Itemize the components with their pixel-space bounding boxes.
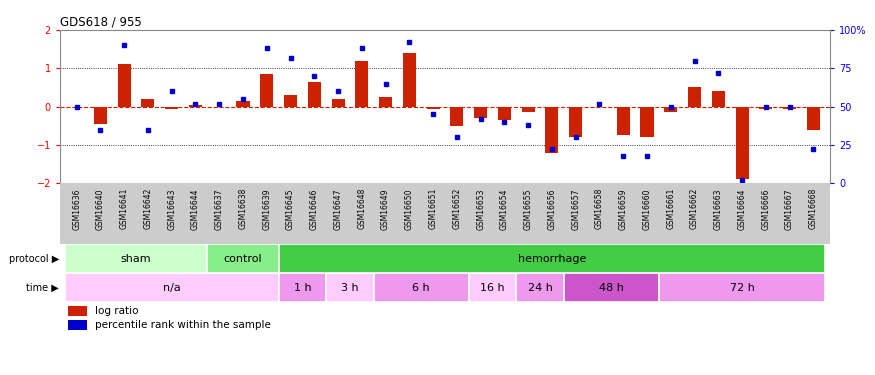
Text: GSM16661: GSM16661 xyxy=(666,188,676,230)
Bar xyxy=(308,82,321,106)
Text: 1 h: 1 h xyxy=(294,283,311,293)
Bar xyxy=(207,244,278,273)
Bar xyxy=(332,99,345,106)
Bar xyxy=(355,61,368,106)
Text: GSM16666: GSM16666 xyxy=(761,188,770,230)
Bar xyxy=(564,273,659,302)
Bar xyxy=(474,106,487,118)
Text: GSM16651: GSM16651 xyxy=(429,188,438,230)
Bar xyxy=(67,320,87,330)
Bar xyxy=(688,87,701,106)
Bar xyxy=(427,106,439,108)
Bar xyxy=(374,273,469,302)
Bar xyxy=(617,106,630,135)
Bar xyxy=(284,95,297,106)
Text: log ratio: log ratio xyxy=(94,306,138,316)
Bar xyxy=(326,273,374,302)
Text: GSM16649: GSM16649 xyxy=(382,188,390,230)
Text: GSM16667: GSM16667 xyxy=(785,188,794,230)
Text: GSM16642: GSM16642 xyxy=(144,188,152,230)
Bar xyxy=(236,101,249,106)
Text: GSM16643: GSM16643 xyxy=(167,188,176,230)
Bar xyxy=(451,106,464,126)
Bar xyxy=(469,273,516,302)
Bar xyxy=(94,106,107,124)
Bar xyxy=(117,64,130,106)
Bar xyxy=(65,273,278,302)
Text: GSM16655: GSM16655 xyxy=(523,188,533,230)
Text: 48 h: 48 h xyxy=(598,283,624,293)
Text: GSM16637: GSM16637 xyxy=(214,188,224,230)
Text: GSM16641: GSM16641 xyxy=(120,188,129,230)
Bar xyxy=(569,106,582,137)
Bar xyxy=(65,244,207,273)
Text: 6 h: 6 h xyxy=(412,283,430,293)
Bar xyxy=(402,53,416,106)
Text: GSM16663: GSM16663 xyxy=(714,188,723,230)
Text: GSM16653: GSM16653 xyxy=(476,188,485,230)
Text: GSM16648: GSM16648 xyxy=(357,188,367,230)
Text: time ▶: time ▶ xyxy=(26,283,59,293)
Text: GDS618 / 955: GDS618 / 955 xyxy=(60,16,142,29)
Text: sham: sham xyxy=(121,254,151,264)
Text: control: control xyxy=(224,254,262,264)
Bar xyxy=(516,273,564,302)
Bar xyxy=(189,105,202,106)
Bar xyxy=(522,106,535,112)
Bar xyxy=(640,106,654,137)
Text: percentile rank within the sample: percentile rank within the sample xyxy=(94,320,270,330)
Bar xyxy=(67,306,87,316)
Text: 16 h: 16 h xyxy=(480,283,505,293)
Text: 3 h: 3 h xyxy=(341,283,359,293)
Bar xyxy=(278,273,326,302)
Text: n/a: n/a xyxy=(163,283,180,293)
Text: GSM16652: GSM16652 xyxy=(452,188,461,230)
Text: GSM16656: GSM16656 xyxy=(548,188,556,230)
Text: GSM16657: GSM16657 xyxy=(571,188,580,230)
Bar xyxy=(711,91,724,106)
Text: GSM16645: GSM16645 xyxy=(286,188,295,230)
Bar xyxy=(379,97,392,106)
Text: 72 h: 72 h xyxy=(730,283,754,293)
Text: GSM16638: GSM16638 xyxy=(239,188,248,230)
Bar xyxy=(807,106,820,130)
Text: GSM16646: GSM16646 xyxy=(310,188,318,230)
Bar xyxy=(783,106,796,108)
Text: GSM16654: GSM16654 xyxy=(500,188,509,230)
Bar xyxy=(736,106,749,179)
Bar xyxy=(142,99,155,106)
Bar xyxy=(664,106,677,112)
Text: 24 h: 24 h xyxy=(528,283,552,293)
Text: GSM16668: GSM16668 xyxy=(808,188,818,230)
Text: GSM16644: GSM16644 xyxy=(191,188,200,230)
Text: GSM16659: GSM16659 xyxy=(619,188,627,230)
Text: GSM16664: GSM16664 xyxy=(738,188,746,230)
Text: GSM16662: GSM16662 xyxy=(690,188,699,230)
Text: GSM16658: GSM16658 xyxy=(595,188,604,230)
Text: protocol ▶: protocol ▶ xyxy=(9,254,59,264)
Text: GSM16640: GSM16640 xyxy=(96,188,105,230)
Text: GSM16660: GSM16660 xyxy=(642,188,652,230)
Text: GSM16636: GSM16636 xyxy=(72,188,81,230)
Bar xyxy=(260,74,273,106)
Bar xyxy=(498,106,511,120)
Bar xyxy=(278,244,825,273)
Text: hemorrhage: hemorrhage xyxy=(518,254,586,264)
Text: GSM16639: GSM16639 xyxy=(262,188,271,230)
Bar xyxy=(545,106,558,153)
Bar xyxy=(165,106,178,108)
Bar xyxy=(659,273,825,302)
Text: GSM16650: GSM16650 xyxy=(405,188,414,230)
Text: GSM16647: GSM16647 xyxy=(333,188,342,230)
Bar xyxy=(760,106,773,108)
